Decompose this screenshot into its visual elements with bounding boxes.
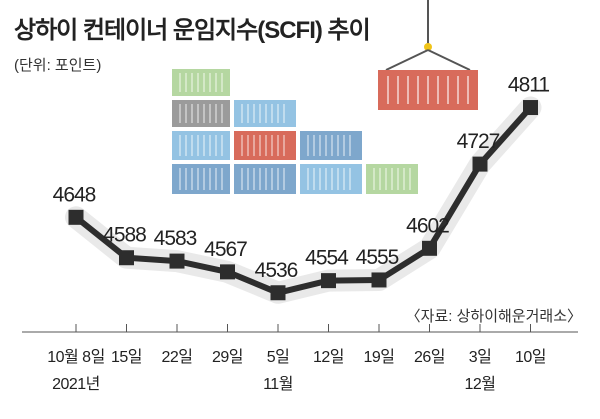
data-label: 4555 <box>356 246 399 269</box>
container-steel-2 <box>172 164 230 194</box>
data-labels: 4648 4588 4583 4567 4536 4554 4555 4602 4727 4811 <box>53 74 551 282</box>
x-tick-label: 12일 <box>313 348 344 366</box>
data-label: 4583 <box>154 227 197 250</box>
container-gray <box>172 100 230 127</box>
container-steel-1 <box>300 131 362 160</box>
data-point-marker <box>68 209 84 225</box>
container-green-top <box>172 69 230 96</box>
chart-subtitle: (단위: 포인트) <box>14 57 101 74</box>
container-red <box>234 131 296 160</box>
data-point-marker <box>371 272 387 288</box>
data-label: 4536 <box>255 259 298 282</box>
container-blue-2 <box>172 131 230 160</box>
data-label: 4567 <box>204 238 247 261</box>
container-blue-3 <box>300 164 362 194</box>
data-point-marker <box>119 250 134 266</box>
data-point-marker <box>523 100 538 116</box>
series-line <box>74 105 533 296</box>
shipping-containers-illustration <box>172 69 418 194</box>
x-tick-label: 10월 8일 <box>47 348 105 366</box>
data-label: 4727 <box>457 130 500 153</box>
x-tick-label: 5일 <box>267 348 290 366</box>
x-tick-label: 10일 <box>515 348 546 366</box>
x-axis-ticks <box>75 324 531 332</box>
data-label: 4648 <box>53 183 96 206</box>
x-axis-month-labels: 2021년 11월 12월 <box>52 375 496 393</box>
data-point-marker <box>270 285 286 301</box>
x-tick-label: 22일 <box>161 348 192 366</box>
data-markers <box>68 100 538 301</box>
x-tick-label: 29일 <box>212 348 243 366</box>
data-point-marker <box>422 240 437 256</box>
x-month-label: 12월 <box>464 375 495 393</box>
x-tick-label: 19일 <box>363 348 394 366</box>
container-steel-3 <box>234 164 296 194</box>
data-point-marker <box>169 253 185 269</box>
data-point-marker <box>321 273 336 289</box>
data-label: 4588 <box>103 224 146 247</box>
data-label: 4554 <box>305 247 349 270</box>
x-tick-label: 15일 <box>111 348 142 366</box>
x-month-label: 2021년 <box>52 375 100 393</box>
data-label: 4811 <box>508 74 549 97</box>
data-label: 4602 <box>406 214 449 237</box>
x-tick-label: 3일 <box>469 348 492 366</box>
data-point-marker <box>220 264 235 280</box>
crane-hook-illustration <box>378 0 478 110</box>
x-tick-label: 26일 <box>414 348 445 366</box>
data-point-marker <box>472 156 488 172</box>
container-blue-1 <box>234 100 296 127</box>
x-axis-tick-labels: 10월 8일 15일 22일 29일 5일 12일 19일 26일 3일 10일 <box>47 348 546 366</box>
source-note: 〈자료: 상하이해운거래소〉 <box>406 308 582 325</box>
x-month-label: 11월 <box>263 375 293 393</box>
chart-title: 상하이 컨테이너 운임지수(SCFI) 추이 <box>14 17 370 44</box>
